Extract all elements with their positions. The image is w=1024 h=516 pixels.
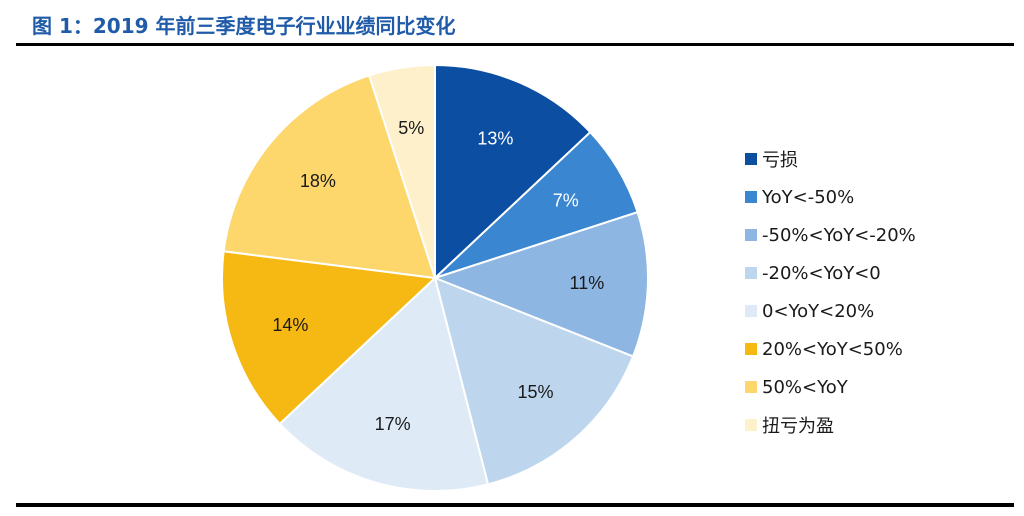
legend-swatch-7: [745, 419, 757, 431]
legend-swatch-5: [745, 343, 757, 355]
pie-slice-2: [432, 210, 649, 358]
legend-label-5: 20%<YoY<50%: [762, 338, 903, 360]
legend-label-2: -50%<YoY<-20%: [762, 224, 916, 246]
legend-item-7: 扭亏为盈: [745, 406, 916, 444]
legend-swatch-0: [745, 153, 757, 165]
legend-label-6: 50%<YoY: [762, 376, 848, 398]
bottom-rule: [16, 503, 1014, 507]
pie-slice-label-4: 17%: [375, 414, 411, 434]
pie-slice-3: [433, 276, 635, 486]
legend: 亏损 YoY<-50% -50%<YoY<-20% -20%<YoY<0 0<YoY<2…: [745, 140, 916, 444]
legend-swatch-1: [745, 191, 757, 203]
chart-title: 图 1：2019 年前三季度电子行业业绩同比变化: [32, 14, 456, 38]
pie-slice-0: [434, 63, 592, 281]
pie-slice-label-7: 5%: [398, 118, 424, 138]
legend-item-2: -50%<YoY<-20%: [745, 216, 916, 254]
legend-item-1: YoY<-50%: [745, 178, 916, 216]
legend-swatch-4: [745, 305, 757, 317]
legend-label-7: 扭亏为盈: [762, 416, 834, 437]
legend-swatch-6: [745, 381, 757, 393]
pie-slice-label-1: 7%: [553, 191, 579, 211]
top-rule: [16, 43, 1014, 46]
legend-item-6: 50%<YoY: [745, 368, 916, 406]
pie-slice-label-2: 11%: [570, 273, 605, 293]
pie-slice-label-0: 13%: [477, 129, 513, 149]
legend-swatch-3: [745, 267, 757, 279]
legend-item-4: 0<YoY<20%: [745, 292, 916, 330]
legend-label-4: 0<YoY<20%: [762, 300, 875, 322]
legend-item-0: 亏损: [745, 140, 916, 178]
pie-slice-6: [222, 74, 437, 280]
legend-item-3: -20%<YoY<0: [745, 254, 916, 292]
pie-slice-7: [367, 63, 436, 279]
pie-slice-label-3: 15%: [517, 382, 553, 402]
pie-slice-label-5: 14%: [272, 315, 308, 335]
pie-slice-label-6: 18%: [300, 171, 336, 191]
legend-item-5: 20%<YoY<50%: [745, 330, 916, 368]
legend-label-0: 亏损: [762, 150, 798, 171]
pie-slice-5: [221, 250, 438, 426]
legend-label-1: YoY<-50%: [762, 186, 855, 208]
legend-swatch-2: [745, 229, 757, 241]
pie-slice-4: [278, 276, 490, 492]
legend-label-3: -20%<YoY<0: [762, 262, 881, 284]
